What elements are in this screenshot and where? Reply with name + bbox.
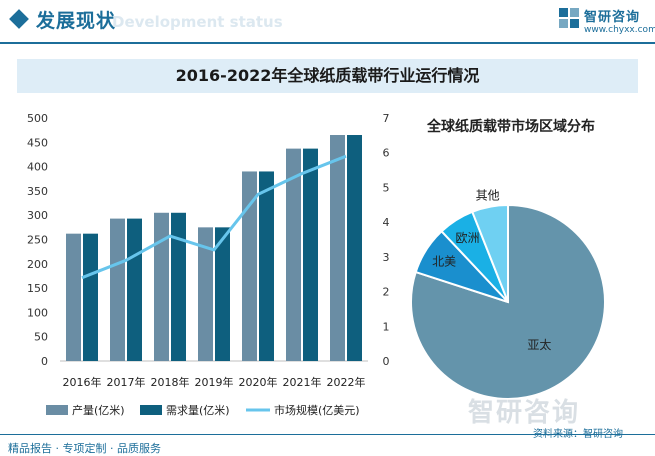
y-left-tick-label: 400 xyxy=(27,161,48,174)
brand-logo-icon xyxy=(559,8,579,28)
bar-demand xyxy=(259,171,274,361)
brand-name: 智研咨询 xyxy=(584,10,641,25)
x-tick-label: 2019年 xyxy=(195,375,234,389)
pie-label: 其他 xyxy=(476,188,500,202)
y-left-tick-label: 50 xyxy=(34,331,48,344)
y-left-tick-label: 500 xyxy=(27,112,48,125)
legend-swatch-demand xyxy=(140,405,162,415)
bar-demand xyxy=(347,135,362,361)
x-tick-label: 2022年 xyxy=(327,375,366,389)
y-left-tick-label: 250 xyxy=(27,234,48,247)
pie-chart-title: 全球纸质载带市场区域分布 xyxy=(427,119,595,135)
bar-demand xyxy=(171,212,186,361)
bar-demand xyxy=(83,233,98,361)
y-left-tick-label: 100 xyxy=(27,306,48,319)
x-tick-label: 2017年 xyxy=(107,375,146,389)
y-right-tick-label: 3 xyxy=(383,251,390,264)
bar-production xyxy=(330,135,345,361)
y-right-tick-label: 0 xyxy=(383,355,390,368)
y-right-tick-label: 4 xyxy=(383,216,390,229)
y-left-tick-label: 300 xyxy=(27,209,48,222)
bar-demand xyxy=(303,148,318,361)
legend-label-demand: 需求量(亿米) xyxy=(166,404,230,417)
legend-swatch-production xyxy=(46,405,68,415)
x-tick-label: 2018年 xyxy=(151,375,190,389)
footer-divider xyxy=(0,434,655,435)
pie-label: 欧洲 xyxy=(455,231,479,245)
x-tick-label: 2016年 xyxy=(63,375,102,389)
pie-label: 亚太 xyxy=(527,337,551,352)
bar-production xyxy=(154,212,169,361)
x-tick-label: 2020年 xyxy=(239,375,278,389)
legend-label-production: 产量(亿米) xyxy=(72,403,125,417)
line-market-size xyxy=(81,154,347,280)
legend-label-market: 市场规模(亿美元) xyxy=(274,403,360,417)
x-tick-label: 2021年 xyxy=(283,375,322,389)
bar-production xyxy=(286,148,301,361)
y-right-tick-label: 1 xyxy=(383,320,390,333)
y-left-tick-label: 150 xyxy=(27,282,48,295)
y-right-tick-label: 6 xyxy=(383,147,390,160)
bar-production xyxy=(242,171,257,361)
watermark-text: 智研咨询 xyxy=(468,398,581,428)
pie-slice xyxy=(470,203,509,303)
y-left-tick-label: 200 xyxy=(27,258,48,271)
brand-url: www.chyxx.com xyxy=(584,25,655,35)
y-left-tick-label: 450 xyxy=(27,136,48,149)
header-divider xyxy=(0,42,655,44)
page-title: 发展现状 xyxy=(36,10,117,32)
bar-demand xyxy=(127,218,142,361)
y-right-tick-label: 5 xyxy=(383,181,390,194)
footer-tagline: 精品报告 · 专项定制 · 品质服务 xyxy=(8,442,161,455)
chart-banner-title: 2016-2022年全球纸质载带行业运行情况 xyxy=(17,59,638,93)
bar-production xyxy=(66,233,81,361)
data-source: 资料来源：智研咨询 xyxy=(533,425,623,440)
y-right-tick-label: 2 xyxy=(383,286,390,299)
y-right-tick-label: 7 xyxy=(383,112,390,125)
bar-production xyxy=(110,218,125,361)
bar-production xyxy=(198,227,213,361)
page-subtitle-ghost: Development status xyxy=(112,13,283,31)
y-left-tick-label: 350 xyxy=(27,185,48,198)
page-header: 发展现状 Development status 智研咨询 www.chyxx.c… xyxy=(0,0,655,42)
bar-demand xyxy=(215,227,230,361)
y-left-tick-label: 0 xyxy=(41,355,48,368)
pie-label: 北美 xyxy=(432,254,456,268)
